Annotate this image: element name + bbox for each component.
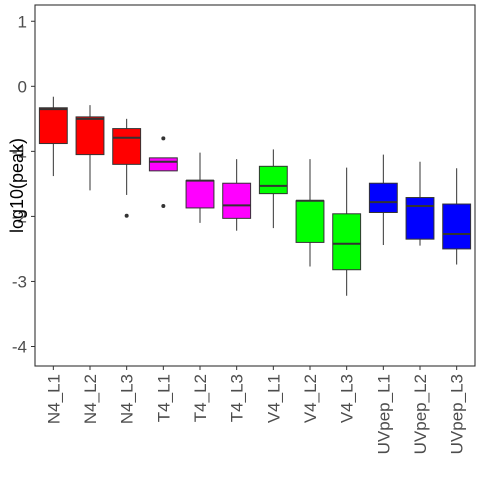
box-T4_L2 [185, 152, 215, 223]
iqr-box [38, 107, 68, 145]
x-tick-label: T4_L1 [154, 374, 173, 422]
box-N4_L1 [38, 96, 68, 177]
box-T4_L3 [222, 159, 252, 231]
box-N4_L3 [112, 118, 142, 218]
x-tick-label: V4_L3 [338, 374, 357, 423]
box-T4_L1 [148, 136, 178, 208]
iqr-box [222, 182, 252, 219]
y-tick-label: 1 [18, 12, 27, 31]
y-tick-label: -4 [12, 337, 27, 356]
x-tick-label: T4_L2 [191, 374, 210, 422]
x-axis: N4_L1 N4_L2 N4_L3 T4_L1 T4_L2 T4_L3 V4_L1 V4_L2… [44, 366, 467, 454]
x-tick-label: V4_L2 [301, 374, 320, 423]
y-tick-label: -3 [12, 272, 27, 291]
iqr-box [112, 128, 142, 165]
iqr-box [185, 180, 215, 209]
box-UVpep_L1 [368, 154, 398, 246]
y-axis: -4 -3 -2 -1 0 1 [12, 12, 35, 356]
box-UVpep_L2 [405, 161, 435, 246]
boxes-layer [38, 96, 472, 296]
iqr-box [295, 200, 325, 243]
iqr-box [442, 203, 472, 250]
x-tick-label: N4_L3 [118, 374, 137, 424]
outlier-point [124, 213, 129, 218]
iqr-box [148, 157, 178, 172]
box-V4_L2 [295, 159, 325, 267]
iqr-box [75, 116, 105, 156]
outlier-point [161, 136, 166, 141]
x-tick-label: UVpep_L3 [448, 374, 467, 454]
x-tick-label: V4_L1 [264, 374, 283, 423]
x-tick-label: T4_L3 [228, 374, 247, 422]
iqr-box [332, 213, 362, 271]
x-tick-label: N4_L2 [81, 374, 100, 424]
box-V4_L1 [258, 149, 288, 229]
iqr-box [258, 165, 288, 195]
box-V4_L3 [332, 167, 362, 296]
y-tick-label: -2 [12, 207, 27, 226]
iqr-box [405, 197, 435, 240]
box-UVpep_L3 [442, 168, 472, 265]
iqr-box [368, 182, 398, 213]
y-tick-label: -1 [12, 142, 27, 161]
box-N4_L2 [75, 105, 105, 191]
y-axis-title: log10(peak) [7, 138, 27, 233]
panel-border [34, 4, 476, 367]
outlier-point [161, 203, 166, 208]
x-tick-label: UVpep_L1 [374, 374, 393, 454]
y-tick-label: 0 [18, 77, 27, 96]
x-tick-label: N4_L1 [44, 374, 63, 424]
x-tick-label: UVpep_L2 [411, 374, 430, 454]
